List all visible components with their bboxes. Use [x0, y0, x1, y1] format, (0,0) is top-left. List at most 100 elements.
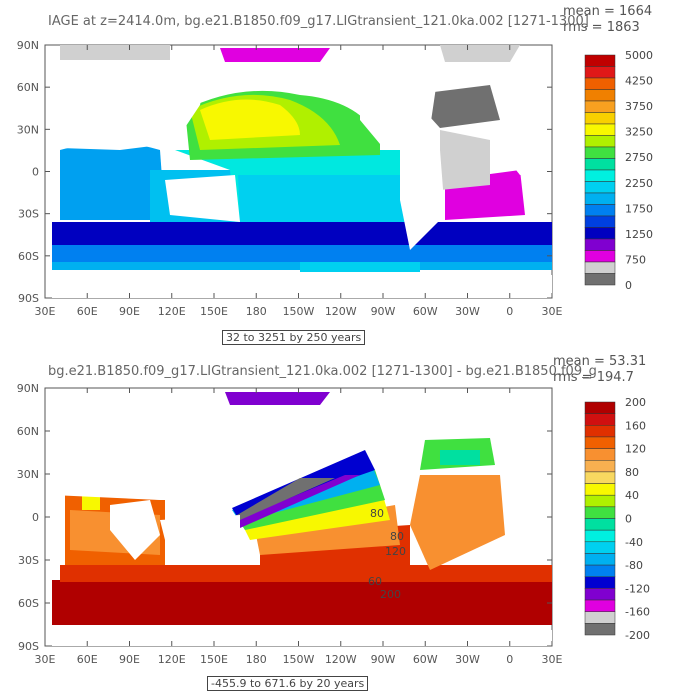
colorbar-label: 3250	[625, 126, 653, 139]
land-north-america	[390, 410, 420, 470]
x-tick-label: 90E	[119, 653, 140, 666]
colorbar-swatch	[584, 413, 616, 426]
y-tick-label: 90N	[17, 39, 39, 52]
colorbar-label: 0	[625, 513, 632, 526]
colorbar-swatch	[584, 123, 616, 136]
colorbar-swatch	[584, 181, 616, 194]
colorbar-label: -200	[625, 629, 650, 642]
land-south-america	[400, 150, 445, 250]
colorbar-label: 120	[625, 443, 646, 456]
x-tick-label: 150W	[283, 653, 315, 666]
colorbar-label: 2750	[625, 151, 653, 164]
pacific-south	[238, 175, 428, 222]
colorbar-swatch	[584, 448, 616, 461]
rms-stat: rms = 194.7	[553, 370, 634, 385]
x-tick-label: 60E	[77, 305, 98, 318]
x-tick-label: 30E	[35, 653, 56, 666]
colorbar-swatch	[584, 227, 616, 240]
colorbar-swatch	[584, 146, 616, 159]
y-tick-label: 60N	[17, 425, 39, 438]
colorbar-swatch	[584, 611, 616, 624]
x-tick-label: 120W	[325, 305, 357, 318]
colorbar-swatch	[584, 529, 616, 543]
x-tick-label: 0	[506, 305, 513, 318]
land-asia-east	[150, 62, 210, 150]
x-tick-label: 0	[506, 653, 513, 666]
colorbar-swatch	[584, 401, 616, 414]
x-tick-label: 30W	[455, 653, 480, 666]
colorbar-swatch	[584, 250, 616, 263]
colorbar-swatch	[584, 215, 616, 228]
land-mask	[52, 410, 552, 646]
colorbar-label: 1750	[625, 202, 653, 215]
x-tick-label: 60W	[413, 305, 438, 318]
colorbar-swatch	[584, 192, 616, 205]
indian-ocean	[60, 142, 165, 220]
x-tick-label: 150W	[283, 305, 315, 318]
arctic-grey-east	[440, 45, 520, 62]
contour-info: 32 to 3251 by 250 years	[222, 330, 366, 345]
land-australia	[160, 515, 240, 565]
arctic-grey-west	[60, 45, 170, 60]
x-tick-label: 180	[246, 305, 267, 318]
iage-chart: IAGE at z=2414.0m, bg.e21.B1850.f09_g17.…	[17, 4, 653, 318]
x-tick-label: 150E	[200, 305, 228, 318]
colorbar-label: 4250	[625, 75, 653, 88]
colorbar-swatch	[584, 599, 616, 612]
x-tick-label: 60W	[413, 653, 438, 666]
colorbar-swatch	[584, 494, 616, 508]
y-tick-label: 30S	[18, 208, 39, 221]
x-tick-label: 180	[246, 653, 267, 666]
atlantic-grey	[440, 130, 490, 190]
southern-band-deep	[52, 222, 552, 245]
colorbar-swatch	[584, 483, 616, 496]
x-tick-label: 90W	[371, 305, 396, 318]
colorbar-label: -80	[625, 559, 643, 572]
colorbar: 200 160 120 80 40 0 -40 -80 -120 -160 -200	[584, 396, 650, 642]
arctic-magenta	[220, 48, 330, 62]
panel-diff: bg.e21.B1850.f09_g17.LIGtransient_121.0k…	[0, 350, 700, 700]
land-india	[110, 500, 160, 560]
colorbar-label: 160	[625, 419, 646, 432]
southern-band-cyan	[300, 262, 420, 272]
colorbar-swatch	[584, 54, 616, 67]
colorbar-label: -40	[625, 536, 643, 549]
pacific-purple	[232, 475, 360, 528]
colorbar-swatch	[584, 460, 616, 473]
colorbar-swatch	[584, 77, 616, 90]
mean-stat: mean = 1664	[563, 4, 652, 19]
contour-label: 60	[368, 575, 382, 588]
axes-ticks: 30E 60E 90E 120E 150E 180 150W 120W 90W 60W 30W 0 30…	[17, 39, 563, 318]
contour-label: 120	[385, 545, 406, 558]
colorbar-label: -120	[625, 582, 650, 595]
axes-ticks: 30E 60E 90E 120E 150E 180 150W 120W 90W 60W 30W 0 30…	[17, 382, 563, 666]
colorbar-swatch	[584, 238, 616, 251]
x-tick-label: 120E	[158, 653, 186, 666]
colorbar-swatch	[584, 506, 616, 519]
diff-chart: bg.e21.B1850.f09_g17.LIGtransient_121.0k…	[17, 354, 650, 666]
colorbar-label: 2250	[625, 177, 653, 190]
land-eurasia	[52, 410, 220, 500]
southern-band-mid	[52, 245, 552, 262]
contour-labels: 80 80 120 60 200	[368, 507, 406, 601]
colorbar-swatch	[584, 436, 616, 449]
colorbar-swatch	[584, 471, 616, 484]
colorbar-label: 0	[625, 279, 632, 292]
x-tick-label: 30E	[542, 653, 563, 666]
x-tick-label: 120W	[325, 653, 357, 666]
colorbar-swatch	[584, 518, 616, 531]
y-tick-label: 90S	[18, 292, 39, 305]
land-mask	[52, 60, 552, 298]
y-tick-label: 90N	[17, 382, 39, 395]
land-antarctica	[52, 275, 552, 298]
colorbar-label: 750	[625, 253, 646, 266]
rms-stat: rms = 1863	[563, 20, 640, 35]
colorbar-label: 40	[625, 489, 639, 502]
southern-dark-red	[52, 580, 552, 625]
land-asia-europe	[55, 62, 160, 150]
y-tick-label: 30N	[17, 123, 39, 136]
land-africa	[500, 110, 545, 175]
colorbar-label: -160	[625, 606, 650, 619]
colorbar-swatch	[584, 623, 616, 636]
colorbar-swatch	[584, 576, 616, 589]
